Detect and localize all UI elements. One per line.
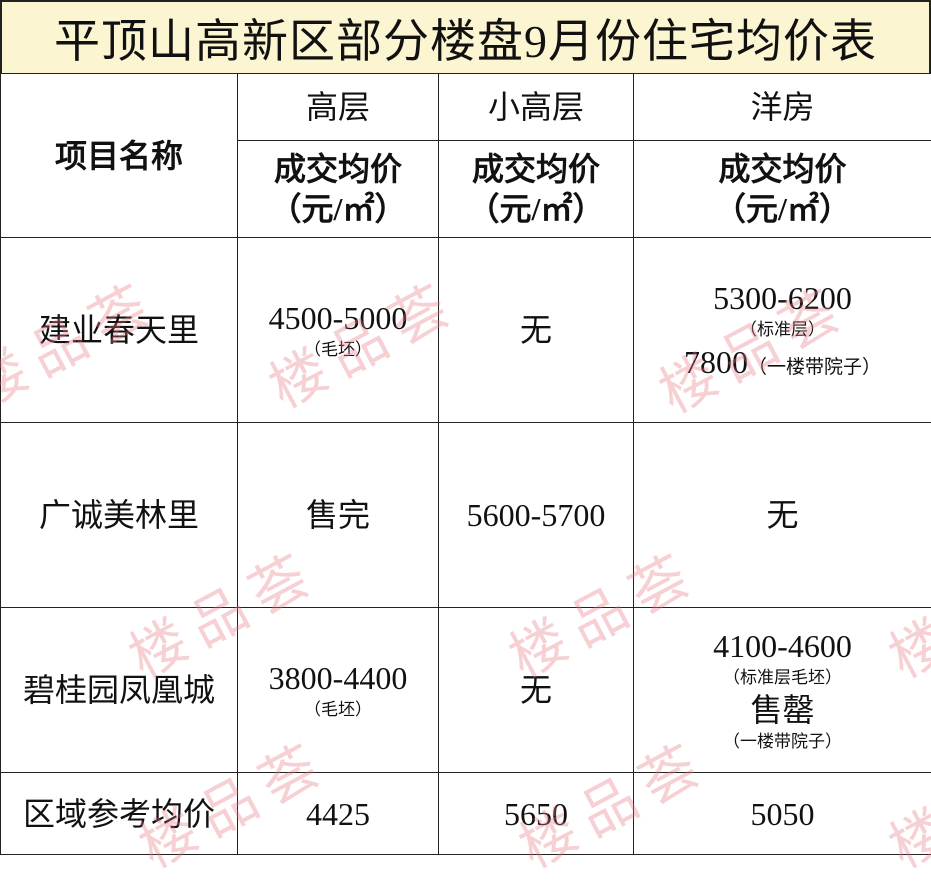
table-row: 建业春天里 4500-5000（毛坯） 无 5300-6200（标准层）7800… [1,238,931,423]
price-label: 成交均价 [718,151,846,187]
project-name: 碧桂园凤凰城 [1,608,238,773]
page-title: 平顶山高新区部分楼盘9月份住宅均价表 [0,0,931,74]
cell-gaoceng: 4500-5000（毛坯） [238,238,439,423]
header-col-xiaogaoceng: 小高层 [439,74,634,141]
project-name: 区域参考均价 [1,773,238,855]
note: （毛坯） [238,338,438,362]
cell-gaoceng: 售完 [238,423,439,608]
price-2: 7800 [684,344,748,380]
price: 4500-5000 [269,300,408,336]
cell-xiaogaoceng: 5600-5700 [439,423,634,608]
unit-label: （元/㎡） [270,191,407,227]
header-col-gaoceng: 高层 [238,74,439,141]
cell-xiaogaoceng: 无 [439,608,634,773]
header-col-yangfang: 洋房 [634,74,931,141]
project-name: 广诚美林里 [1,423,238,608]
price-table: 项目名称 高层 小高层 洋房 成交均价 （元/㎡） 成交均价 （元/㎡） 成交均价 （… [0,73,931,855]
unit-label: （元/㎡） [714,191,851,227]
unit-label: （元/㎡） [468,191,605,227]
cell-yangfang: 5300-6200（标准层）7800（一楼带院子） [634,238,931,423]
note-2: （一楼带院子） [634,730,931,754]
cell-xiaogaoceng: 5650 [439,773,634,855]
cell-yangfang: 无 [634,423,931,608]
price: 4100-4600 [634,626,931,666]
price: 3800-4400 [269,660,408,696]
header-price-xiaogaoceng: 成交均价 （元/㎡） [439,141,634,238]
note: （毛坯） [238,698,438,722]
price-label: 成交均价 [274,151,402,187]
table-row: 广诚美林里 售完 5600-5700 无 [1,423,931,608]
cell-xiaogaoceng: 无 [439,238,634,423]
price-2: 售罄 [750,692,814,728]
price-label: 成交均价 [472,151,600,187]
cell-gaoceng: 3800-4400（毛坯） [238,608,439,773]
cell-yangfang: 4100-4600（标准层毛坯）售罄（一楼带院子） [634,608,931,773]
header-row: 项目名称 高层 小高层 洋房 [1,74,931,141]
header-project-name: 项目名称 [1,74,238,238]
cell-gaoceng: 4425 [238,773,439,855]
header-price-yangfang: 成交均价 （元/㎡） [634,141,931,238]
header-price-gaoceng: 成交均价 （元/㎡） [238,141,439,238]
note: （标准层毛坯） [634,666,931,690]
table-row-average: 区域参考均价 4425 5650 5050 [1,773,931,855]
note-2: （一楼带院子） [748,357,881,378]
cell-yangfang: 5050 [634,773,931,855]
project-name: 建业春天里 [1,238,238,423]
note: （标准层） [634,318,931,342]
price: 5300-6200 [634,278,931,318]
table-row: 碧桂园凤凰城 3800-4400（毛坯） 无 4100-4600（标准层毛坯）售… [1,608,931,773]
